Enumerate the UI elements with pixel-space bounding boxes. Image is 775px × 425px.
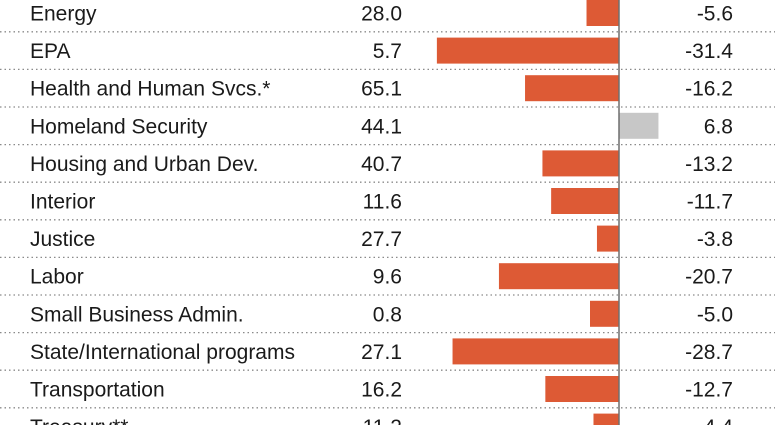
budget-value: 5.7 [373,40,402,63]
change-value-label: -4.4 [697,416,734,425]
category-label: State/International programs [30,341,295,364]
change-value-label: -16.2 [685,78,733,101]
category-label: Justice [30,228,95,251]
bar [551,188,619,214]
budget-value: 65.1 [361,78,402,101]
bar [619,112,659,139]
change-value-label: -20.7 [685,266,733,289]
change-value-label: -31.4 [685,40,733,63]
category-label: EPA [30,40,70,63]
category-label: Health and Human Svcs.* [30,78,270,101]
budget-value: 11.6 [363,191,402,214]
budget-value: 0.8 [373,303,402,326]
budget-value: 44.1 [361,115,402,138]
change-value-label: -11.7 [687,191,733,214]
bar [590,300,619,327]
change-value-label: 6.8 [704,115,733,138]
category-label: Interior [30,191,95,214]
change-value-label: -3.8 [697,228,733,251]
budget-value: 16.2 [361,379,402,402]
bar [545,376,619,402]
category-label: Transportation [30,379,165,402]
bar [596,225,619,252]
change-value-label: -13.2 [685,153,733,176]
budget-value: 27.7 [361,228,402,251]
budget-value: 28.0 [361,3,402,26]
bar [525,75,619,102]
bar [542,150,619,177]
bar [593,413,619,425]
bar [452,338,619,365]
category-label: Small Business Admin. [30,303,244,326]
bar [436,37,619,64]
category-label: Labor [30,266,84,289]
change-value-label: -5.6 [697,3,733,26]
category-label: Energy [30,3,97,26]
bar [498,263,619,290]
budget-value: 11.2 [363,416,402,425]
category-label: Treasury** [30,416,128,425]
change-value-label: -5.0 [697,303,733,326]
change-value-label: -12.7 [685,379,733,402]
budget-value: 27.1 [361,341,402,364]
category-label: Homeland Security [30,115,208,138]
bar [586,0,619,26]
change-value-label: -28.7 [685,341,733,364]
budget-value: 40.7 [361,153,402,176]
budget-value: 9.6 [373,266,402,289]
category-label: Housing and Urban Dev. [30,153,258,176]
